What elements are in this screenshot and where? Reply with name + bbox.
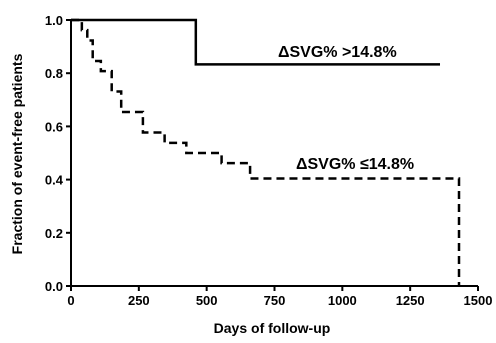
x-tick-label: 750 [264, 293, 286, 308]
y-tick-label: 0.8 [45, 66, 63, 81]
x-axis-title: Days of follow-up [214, 320, 331, 336]
y-tick-label: 0.4 [45, 173, 64, 188]
series-label-high: ΔSVG% >14.8% [278, 44, 397, 61]
y-axis-title: Fraction of event-free patients [9, 53, 25, 254]
x-tick-label: 500 [196, 293, 218, 308]
x-tick-label: 0 [67, 293, 74, 308]
x-tick-label: 1250 [396, 293, 425, 308]
x-tick-label: 250 [128, 293, 150, 308]
y-tick-label: 0.0 [45, 279, 63, 294]
y-tick-label: 1.0 [45, 13, 63, 28]
survival-curve-high [71, 18, 441, 66]
survival-curve-low [71, 18, 461, 286]
y-tick-label: 0.2 [45, 226, 63, 241]
x-tick-label: 1000 [328, 293, 357, 308]
y-tick-label: 0.6 [45, 119, 63, 134]
x-tick-label: 1500 [464, 293, 493, 308]
series-label-low: ΔSVG% ≤14.8% [296, 156, 414, 173]
